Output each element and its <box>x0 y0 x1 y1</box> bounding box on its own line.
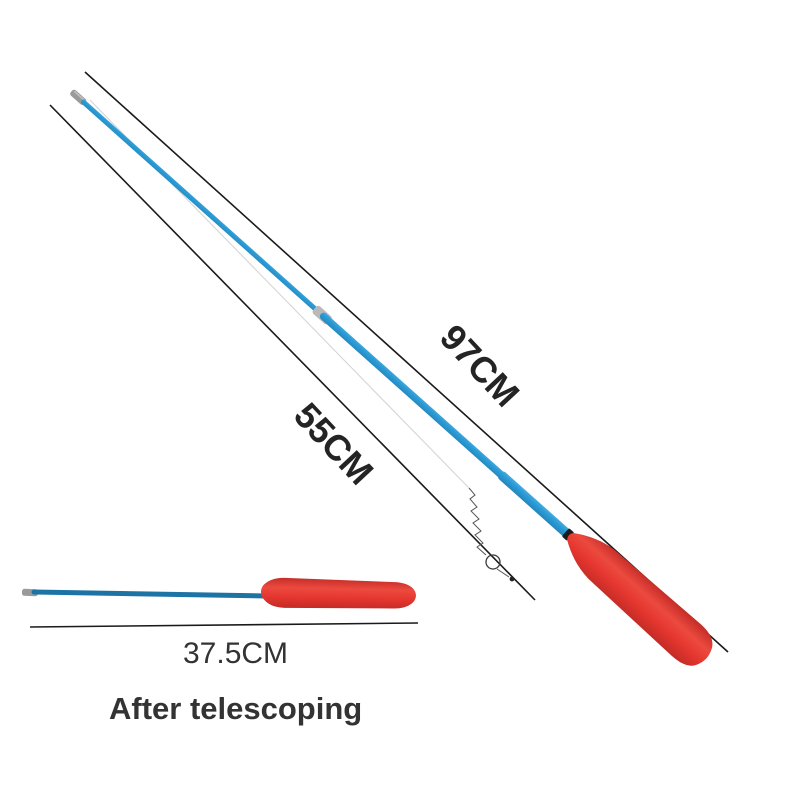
svg-text:37.5CM: 37.5CM <box>183 637 288 670</box>
svg-text:97CM: 97CM <box>432 316 527 414</box>
svg-text:55CM: 55CM <box>286 394 381 492</box>
svg-text:After telescoping: After telescoping <box>109 691 362 726</box>
